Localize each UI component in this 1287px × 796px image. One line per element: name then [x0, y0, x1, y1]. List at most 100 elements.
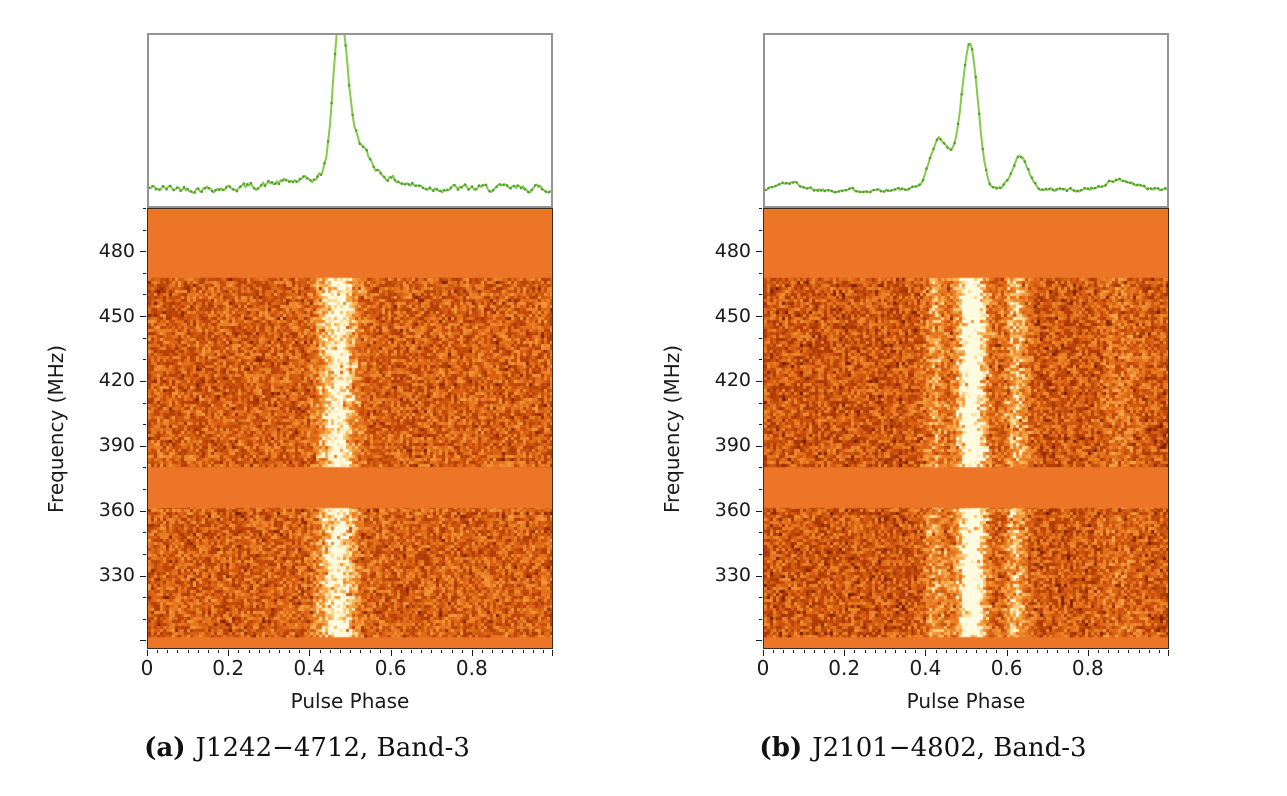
y-major-tick [756, 251, 762, 253]
x-minor-tick [1077, 650, 1079, 653]
x-minor-tick [823, 650, 825, 653]
x-minor-tick [1118, 650, 1120, 653]
y-minor-tick [143, 553, 146, 555]
y-minor-tick [759, 402, 762, 404]
x-tick-label: 0.4 [909, 656, 942, 680]
y-major-tick [140, 640, 146, 642]
y-tick-label: 360 [714, 499, 751, 522]
x-minor-tick [966, 650, 967, 653]
x-minor-tick [915, 650, 917, 653]
y-major-tick [140, 316, 146, 318]
y-tick-label: 390 [98, 434, 135, 457]
y-tick-label: 450 [714, 304, 751, 327]
y-minor-tick [143, 489, 146, 491]
x-minor-tick [207, 650, 209, 653]
x-axis-label-b: Pulse Phase [906, 689, 1026, 713]
x-minor-tick [512, 650, 514, 653]
y-tick-label: 330 [98, 564, 135, 586]
x-major-tick [1168, 650, 1169, 656]
y-major-tick [140, 445, 146, 447]
caption-b: (b) J2101−4802, Band-3 [673, 733, 1173, 763]
x-minor-tick [451, 650, 453, 653]
caption-b-title: J2101−4802, Band-3 [812, 733, 1087, 763]
y-tick-label: 360 [98, 499, 135, 522]
y-major-tick [140, 380, 146, 382]
x-major-tick [1087, 650, 1089, 656]
x-minor-tick [1148, 650, 1150, 653]
x-minor-tick [218, 650, 220, 653]
x-minor-tick [1128, 650, 1130, 653]
y-axis-label-b: Frequency (MHz) [660, 344, 684, 513]
frequency-phase-heatmap-a [147, 208, 553, 649]
y-minor-tick [759, 337, 762, 339]
x-minor-tick [492, 650, 494, 653]
x-minor-tick [874, 650, 876, 653]
y-minor-tick [759, 597, 762, 599]
x-major-tick [552, 650, 553, 656]
x-tick-label: 0.2 [828, 656, 861, 680]
x-minor-tick [370, 650, 372, 653]
x-minor-tick [864, 650, 866, 653]
x-minor-tick [955, 650, 957, 653]
y-major-tick [756, 380, 762, 382]
x-minor-tick [400, 650, 402, 653]
y-minor-tick [143, 424, 146, 426]
x-minor-tick [380, 650, 382, 653]
x-minor-tick [410, 650, 412, 653]
x-minor-tick [319, 650, 321, 653]
y-minor-tick [143, 618, 146, 620]
x-minor-tick [793, 650, 795, 653]
y-minor-tick [759, 272, 762, 274]
x-minor-tick [431, 650, 433, 653]
x-tick-label: 0.8 [1071, 656, 1104, 680]
y-minor-tick [143, 359, 146, 361]
x-minor-tick [1026, 650, 1028, 653]
y-minor-tick [143, 229, 146, 231]
x-major-tick [309, 650, 311, 656]
caption-a-title: J1242−4712, Band-3 [195, 733, 470, 763]
x-minor-tick [986, 650, 988, 653]
x-tick-label: 0.6 [374, 656, 407, 680]
caption-a: (a) J1242−4712, Band-3 [57, 733, 557, 763]
y-minor-tick [759, 467, 762, 469]
x-minor-tick [945, 650, 947, 653]
x-minor-tick [854, 650, 856, 653]
x-major-tick [228, 650, 230, 656]
x-axis-ticks-b: 0 0.2 0.4 0.6 0.8 [757, 656, 1169, 682]
x-minor-tick [1037, 650, 1039, 653]
y-minor-tick [143, 337, 146, 339]
x-minor-tick [157, 650, 159, 653]
y-major-tick [756, 510, 762, 512]
x-minor-tick [803, 650, 805, 653]
y-minor-tick [759, 294, 762, 296]
y-major-tick [756, 445, 762, 447]
y-major-tick [140, 510, 146, 512]
x-tick-label: 0.6 [990, 656, 1023, 680]
x-minor-tick [522, 650, 524, 653]
x-minor-tick [935, 650, 937, 653]
x-minor-tick [350, 650, 351, 653]
pulse-profile-plot-b [763, 33, 1169, 208]
x-tick-label: 0 [140, 656, 154, 680]
x-minor-tick [1047, 650, 1049, 653]
x-minor-tick [834, 650, 836, 653]
x-minor-tick [339, 650, 341, 653]
x-minor-tick [278, 650, 280, 653]
y-tick-label: 420 [714, 369, 751, 392]
heatmap-canvas-b [764, 209, 1168, 648]
y-minor-tick [143, 294, 146, 296]
x-minor-tick [299, 650, 301, 653]
y-minor-tick [143, 402, 146, 404]
x-minor-tick [177, 650, 179, 653]
pulse-profile-line-a [149, 35, 551, 194]
y-axis-ticks-a: 480 450 420 390 360 330 [83, 208, 135, 649]
x-minor-tick [502, 650, 504, 653]
y-tick-label: 330 [714, 564, 751, 586]
caption-b-index: (b) [759, 733, 803, 763]
x-minor-tick [1016, 650, 1018, 653]
pulse-profile-plot-a [147, 33, 553, 208]
y-axis-ticks-b: 480 450 420 390 360 330 [699, 208, 751, 649]
x-major-tick [147, 650, 148, 656]
x-minor-tick [1138, 650, 1140, 653]
